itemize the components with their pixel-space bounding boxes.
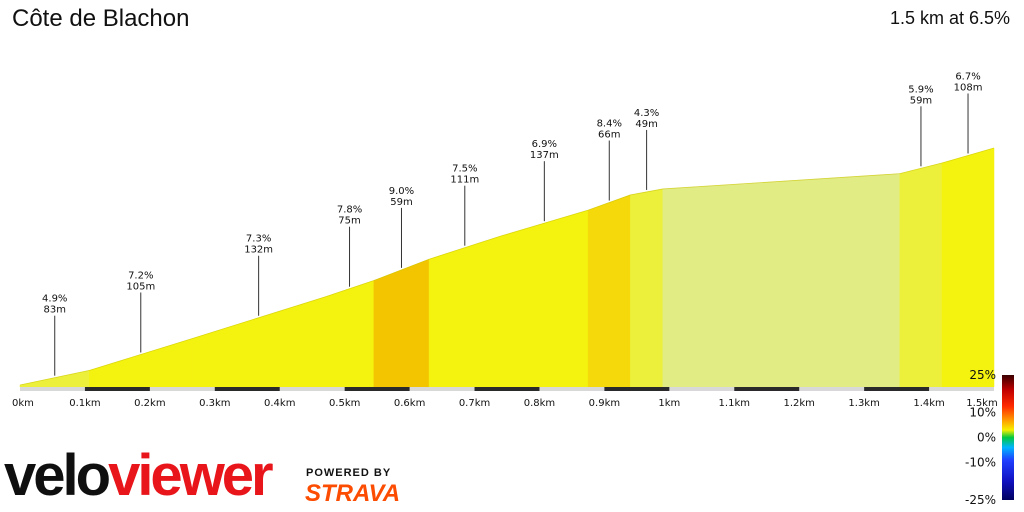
strava-logo[interactable]: STRAVA xyxy=(305,480,401,507)
distance-axis: 0km 0.1km 0.2km 0.3km 0.4km 0.5km 0.6km 0.7km 0.… xyxy=(12,387,998,409)
profile-segment xyxy=(630,188,664,388)
profile-segment xyxy=(500,209,589,388)
gradient-scale-label: 25% xyxy=(969,368,996,382)
x-tick-label: 1.5km xyxy=(966,398,997,409)
x-tick-label: 0.6km xyxy=(394,398,425,409)
axis-band-stripe xyxy=(214,387,280,391)
axis-band-stripe xyxy=(604,387,670,391)
logo-viewer: viewer xyxy=(108,443,274,508)
segment-grade-label: 7.5% xyxy=(452,164,477,175)
gradient-scale-label: 0% xyxy=(977,431,996,445)
segment-length-label: 59m xyxy=(390,197,412,208)
gradient-scale: 25% 10% 0% -10% -25% xyxy=(965,368,1014,507)
segment-length-label: 111m xyxy=(450,175,479,186)
climb-summary: 1.5 km at 6.5% xyxy=(889,8,1010,28)
profile-segment xyxy=(662,173,901,388)
x-tick-label: 0.4km xyxy=(264,398,295,409)
x-tick-label: 0.5km xyxy=(329,398,360,409)
segment-grade-label: 6.9% xyxy=(532,139,557,150)
segment-labels: 4.9%83m7.2%105m7.3%132m7.8%75m9.0%59m7.5… xyxy=(42,71,983,376)
segment-grade-label: 6.7% xyxy=(955,71,980,82)
x-tick-label: 0km xyxy=(12,398,34,409)
gradient-scale-bar xyxy=(1002,375,1014,500)
segment-length-label: 137m xyxy=(530,150,559,161)
x-tick-label: 1.4km xyxy=(913,398,944,409)
x-tick-label: 0.3km xyxy=(199,398,230,409)
axis-band-stripe xyxy=(84,387,150,391)
x-tick-label: 1km xyxy=(658,398,680,409)
x-tick-label: 0.7km xyxy=(459,398,490,409)
segment-length-label: 105m xyxy=(126,281,155,292)
profile-segments xyxy=(19,147,995,388)
axis-band-stripe xyxy=(474,387,540,391)
segment-length-label: 132m xyxy=(244,245,273,256)
axis-band-stripe xyxy=(734,387,800,391)
page-title: Côte de Blachon xyxy=(12,5,190,32)
segment-grade-label: 5.9% xyxy=(908,84,933,95)
veloviewer-logo[interactable]: veloviewer xyxy=(4,447,274,505)
powered-by-label: POWERED BY xyxy=(306,467,392,479)
segment-length-label: 66m xyxy=(598,130,620,141)
x-tick-label: 0.8km xyxy=(524,398,555,409)
profile-segment xyxy=(899,162,943,388)
axis-band-stripe xyxy=(344,387,410,391)
segment-grade-label: 7.2% xyxy=(128,270,153,281)
segment-length-label: 108m xyxy=(954,82,983,93)
x-tick-label: 0.2km xyxy=(134,398,165,409)
axis-band-stripe xyxy=(864,387,930,391)
x-tick-label: 0.1km xyxy=(69,398,100,409)
profile-segment xyxy=(941,147,995,388)
x-tick-label: 1.3km xyxy=(848,398,879,409)
segment-length-label: 59m xyxy=(910,95,932,106)
segment-grade-label: 7.8% xyxy=(337,205,362,216)
segment-grade-label: 8.4% xyxy=(597,119,622,130)
profile-segment xyxy=(587,194,631,388)
logo-velo: velo xyxy=(4,443,111,508)
profile-segment xyxy=(324,280,375,388)
segment-length-label: 75m xyxy=(338,216,360,227)
x-tick-label: 0.9km xyxy=(589,398,620,409)
segment-grade-label: 9.0% xyxy=(389,186,414,197)
segment-grade-label: 4.9% xyxy=(42,294,67,305)
profile-outline xyxy=(19,147,995,386)
segment-length-label: 49m xyxy=(635,119,657,130)
profile-segment xyxy=(373,258,430,388)
x-tick-label: 1.1km xyxy=(719,398,750,409)
x-tick-label: 1.2km xyxy=(783,398,814,409)
profile-segment xyxy=(428,235,501,388)
segment-length-label: 83m xyxy=(44,305,66,316)
gradient-scale-label: -25% xyxy=(965,493,996,507)
gradient-scale-label: -10% xyxy=(965,456,996,470)
segment-grade-label: 7.3% xyxy=(246,234,271,245)
segment-grade-label: 4.3% xyxy=(634,108,659,119)
gradient-scale-label: 10% xyxy=(969,406,996,420)
